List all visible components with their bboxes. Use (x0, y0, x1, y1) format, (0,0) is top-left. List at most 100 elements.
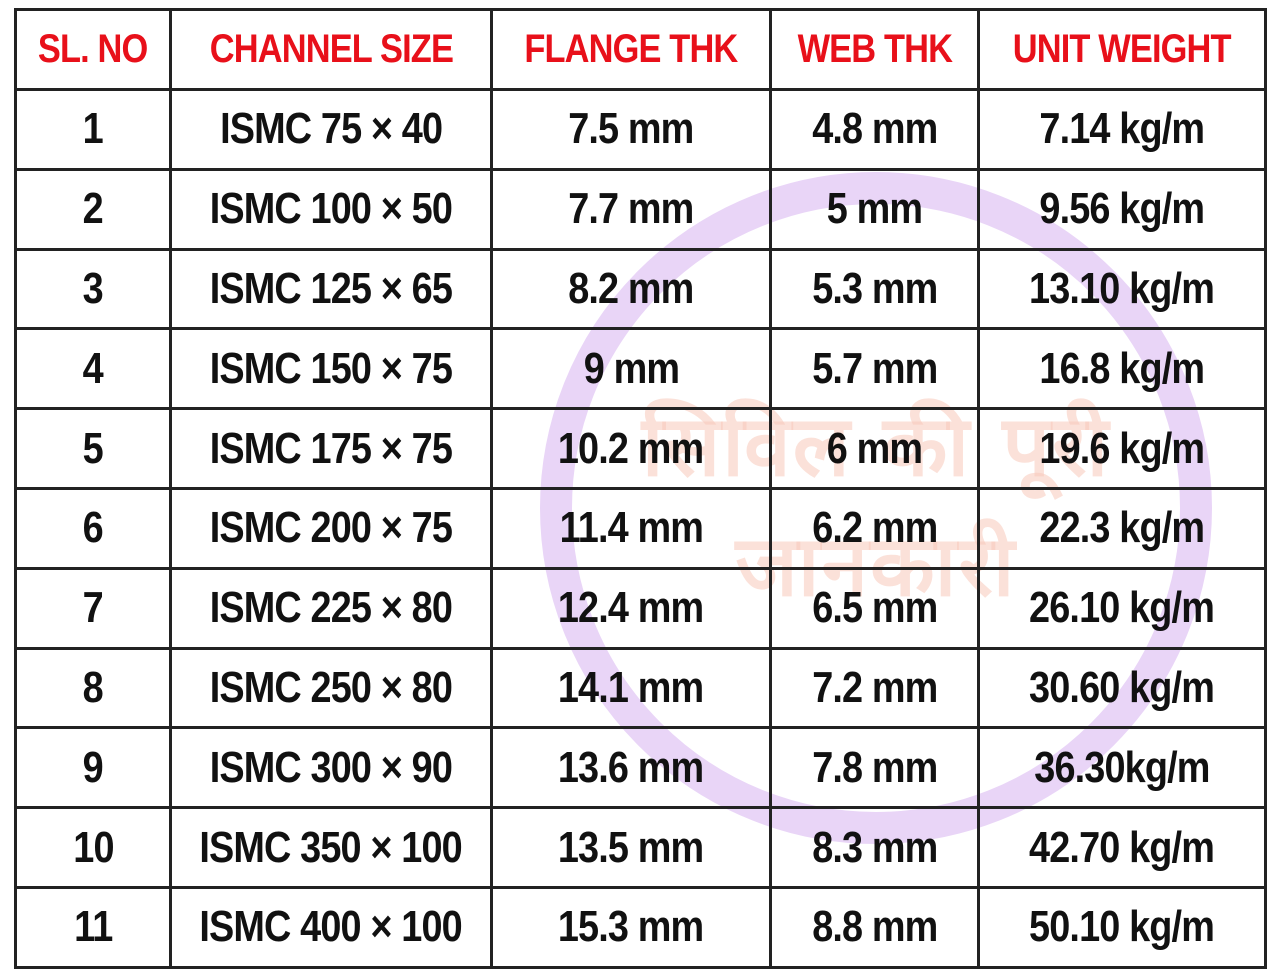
sl-no-value: 2 (82, 184, 104, 234)
channel-spec-table: SL. NO CHANNEL SIZE FLANGE THK WEB THK U… (14, 8, 1267, 969)
unit-weight-cell: 13.10 kg/m (977, 247, 1267, 331)
channel-size-value: ISMC 100 × 50 (209, 184, 453, 234)
header-flange-thk-label: FLANGE THK (524, 27, 738, 71)
channel-size-cell: ISMC 200 × 75 (169, 486, 493, 570)
sl-no-cell: 5 (14, 407, 172, 490)
header-flange-thk: FLANGE THK (490, 8, 772, 91)
channel-size-value: ISMC 150 × 75 (209, 343, 453, 393)
table-row: 7 ISMC 225 × 80 12.4 mm 6.5 mm 26.10 kg/m (14, 566, 1267, 650)
unit-weight-value: 7.14 kg/m (1039, 104, 1206, 154)
unit-weight-value: 42.70 kg/m (1029, 822, 1216, 872)
table-body: 1 ISMC 75 × 40 7.5 mm 4.8 mm 7.14 kg/m 2 ISMC … (14, 88, 1267, 969)
flange-thk-cell: 8.2 mm (490, 247, 772, 331)
sl-no-value: 8 (82, 662, 104, 712)
unit-weight-cell: 9.56 kg/m (977, 167, 1267, 251)
sl-no-cell: 7 (14, 566, 172, 650)
unit-weight-cell: 50.10 kg/m (977, 885, 1267, 969)
channel-size-cell: ISMC 150 × 75 (169, 327, 493, 411)
table-row: 10 ISMC 350 × 100 13.5 mm 8.3 mm 42.70 kg/m (14, 806, 1267, 889)
sl-no-cell: 6 (14, 486, 172, 570)
web-thk-value: 4.8 mm (811, 104, 938, 154)
table-row: 9 ISMC 300 × 90 13.6 mm 7.8 mm 36.30kg/m (14, 726, 1267, 810)
table-row: 5 ISMC 175 × 75 10.2 mm 6 mm 19.6 kg/m (14, 407, 1267, 490)
channel-size-cell: ISMC 75 × 40 (169, 88, 493, 171)
flange-thk-value: 11.4 mm (559, 503, 703, 553)
web-thk-cell: 8.8 mm (769, 885, 980, 969)
unit-weight-value: 19.6 kg/m (1039, 423, 1206, 473)
web-thk-value: 6.2 mm (811, 503, 938, 553)
web-thk-cell: 4.8 mm (769, 88, 980, 171)
unit-weight-cell: 22.3 kg/m (977, 486, 1267, 570)
header-channel-size-label: CHANNEL SIZE (209, 27, 453, 71)
web-thk-cell: 6.2 mm (769, 486, 980, 570)
sl-no-cell: 4 (14, 327, 172, 411)
table-row: 3 ISMC 125 × 65 8.2 mm 5.3 mm 13.10 kg/m (14, 247, 1267, 331)
unit-weight-cell: 30.60 kg/m (977, 646, 1267, 730)
unit-weight-value: 36.30kg/m (1034, 742, 1210, 792)
web-thk-cell: 5.7 mm (769, 327, 980, 411)
flange-thk-cell: 10.2 mm (490, 407, 772, 490)
sl-no-value: 1 (82, 104, 104, 154)
header-sl-no: SL. NO (14, 8, 172, 91)
sl-no-value: 10 (72, 822, 114, 872)
web-thk-value: 8.3 mm (811, 822, 938, 872)
table-header-row: SL. NO CHANNEL SIZE FLANGE THK WEB THK U… (14, 8, 1267, 91)
web-thk-value: 6.5 mm (811, 583, 938, 633)
flange-thk-cell: 13.6 mm (490, 726, 772, 810)
flange-thk-cell: 9 mm (490, 327, 772, 411)
flange-thk-cell: 14.1 mm (490, 646, 772, 730)
flange-thk-value: 14.1 mm (558, 662, 704, 712)
web-thk-cell: 7.2 mm (769, 646, 980, 730)
web-thk-value: 5.3 mm (811, 263, 938, 313)
channel-size-value: ISMC 175 × 75 (209, 423, 453, 473)
channel-size-value: ISMC 400 × 100 (199, 902, 463, 952)
flange-thk-value: 13.6 mm (558, 742, 704, 792)
web-thk-cell: 5.3 mm (769, 247, 980, 331)
unit-weight-cell: 19.6 kg/m (977, 407, 1267, 490)
unit-weight-value: 9.56 kg/m (1039, 184, 1206, 234)
channel-size-value: ISMC 250 × 80 (209, 662, 453, 712)
unit-weight-value: 30.60 kg/m (1029, 662, 1216, 712)
header-unit-weight: UNIT WEIGHT (977, 8, 1267, 91)
header-unit-weight-label: UNIT WEIGHT (1013, 27, 1232, 71)
channel-size-cell: ISMC 250 × 80 (169, 646, 493, 730)
unit-weight-value: 22.3 kg/m (1039, 503, 1206, 553)
unit-weight-cell: 16.8 kg/m (977, 327, 1267, 411)
flange-thk-value: 7.5 mm (568, 104, 694, 154)
table-row: 2 ISMC 100 × 50 7.7 mm 5 mm 9.56 kg/m (14, 167, 1267, 251)
flange-thk-value: 15.3 mm (558, 902, 704, 952)
unit-weight-value: 50.10 kg/m (1029, 902, 1216, 952)
web-thk-value: 8.8 mm (811, 902, 938, 952)
unit-weight-cell: 36.30kg/m (977, 726, 1267, 810)
sl-no-cell: 9 (14, 726, 172, 810)
sl-no-cell: 2 (14, 167, 172, 251)
unit-weight-cell: 7.14 kg/m (977, 88, 1267, 171)
channel-size-cell: ISMC 125 × 65 (169, 247, 493, 331)
unit-weight-cell: 42.70 kg/m (977, 806, 1267, 889)
channel-size-cell: ISMC 400 × 100 (169, 885, 493, 969)
flange-thk-value: 10.2 mm (558, 423, 704, 473)
flange-thk-cell: 15.3 mm (490, 885, 772, 969)
web-thk-value: 5 mm (826, 184, 923, 234)
flange-thk-cell: 7.5 mm (490, 88, 772, 171)
channel-size-value: ISMC 300 × 90 (209, 742, 453, 792)
sl-no-value: 4 (82, 343, 104, 393)
sl-no-value: 9 (82, 742, 104, 792)
flange-thk-value: 12.4 mm (558, 583, 704, 633)
web-thk-value: 7.8 mm (811, 742, 938, 792)
table-row: 6 ISMC 200 × 75 11.4 mm 6.2 mm 22.3 kg/m (14, 486, 1267, 570)
header-channel-size: CHANNEL SIZE (169, 8, 493, 91)
channel-size-value: ISMC 125 × 65 (209, 263, 453, 313)
unit-weight-value: 16.8 kg/m (1039, 343, 1206, 393)
web-thk-cell: 8.3 mm (769, 806, 980, 889)
web-thk-value: 7.2 mm (811, 662, 938, 712)
channel-size-value: ISMC 350 × 100 (199, 822, 463, 872)
flange-thk-value: 9 mm (583, 343, 679, 393)
flange-thk-cell: 11.4 mm (490, 486, 772, 570)
sl-no-cell: 8 (14, 646, 172, 730)
channel-size-cell: ISMC 300 × 90 (169, 726, 493, 810)
channel-size-value: ISMC 75 × 40 (219, 104, 443, 154)
flange-thk-cell: 7.7 mm (490, 167, 772, 251)
web-thk-cell: 7.8 mm (769, 726, 980, 810)
flange-thk-value: 7.7 mm (568, 184, 694, 234)
